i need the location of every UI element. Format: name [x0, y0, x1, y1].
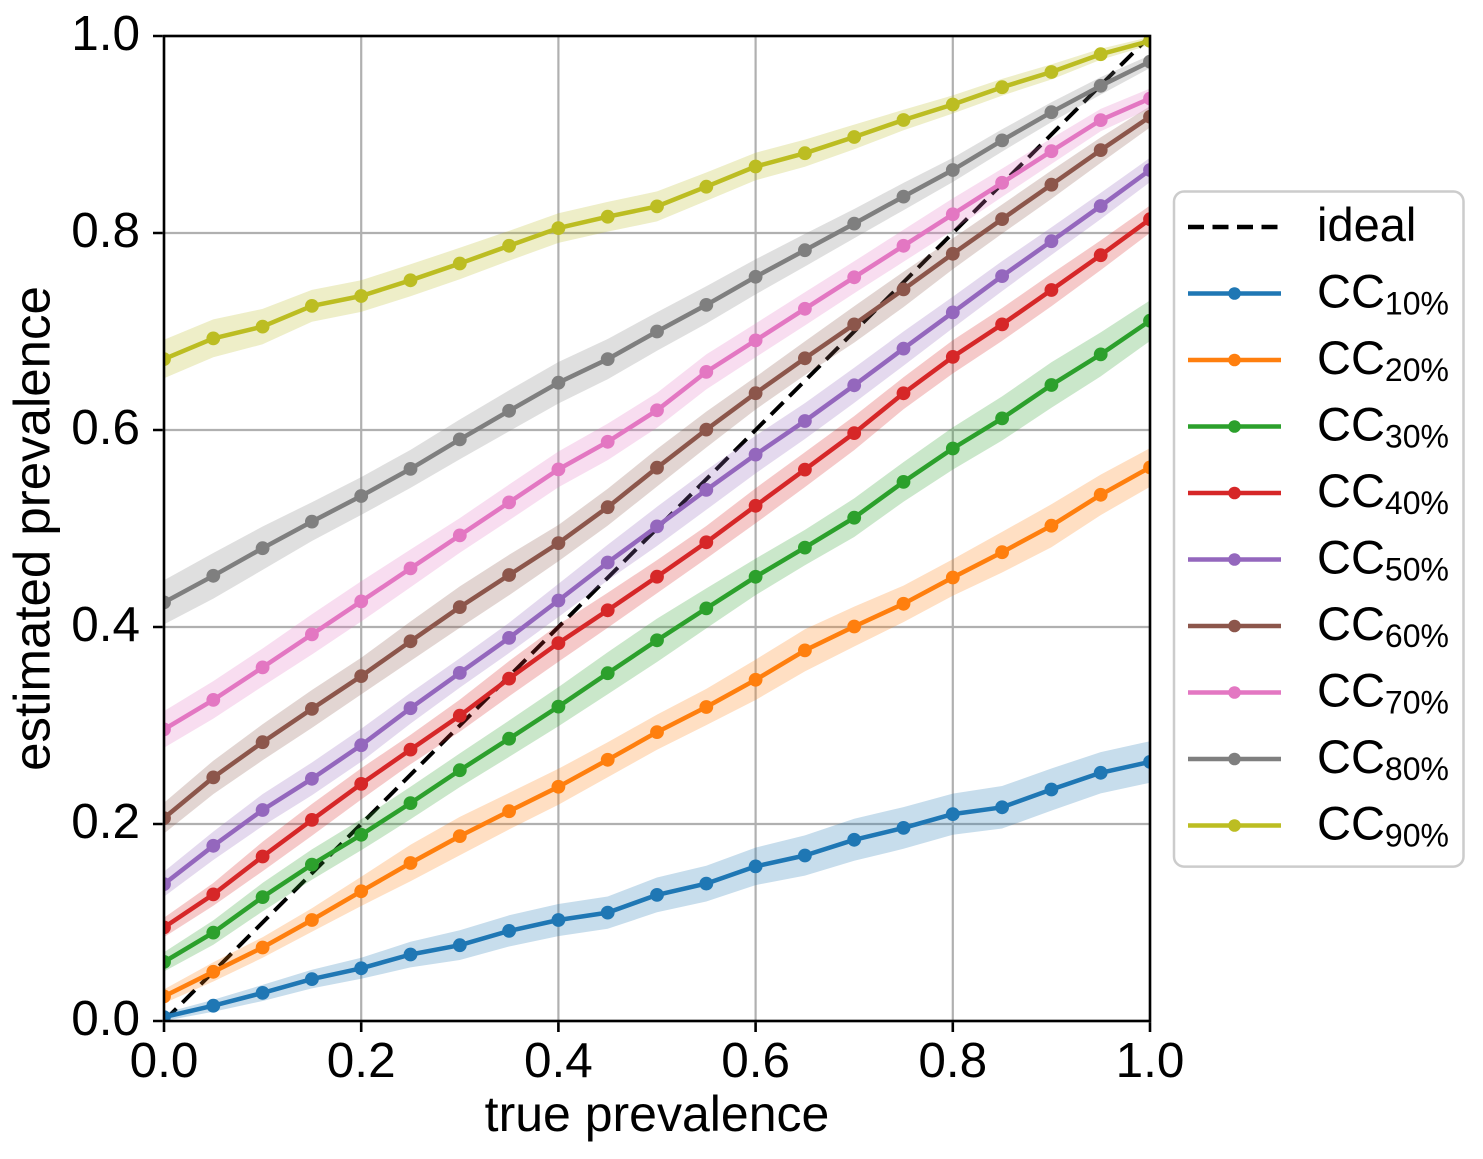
svg-text:CC60%: CC60%: [1317, 597, 1449, 654]
svg-text:0.0: 0.0: [130, 1033, 199, 1088]
svg-text:0.6: 0.6: [721, 1033, 790, 1088]
svg-text:CC80%: CC80%: [1317, 730, 1449, 787]
svg-text:ideal: ideal: [1317, 198, 1416, 251]
svg-text:1.0: 1.0: [1116, 1033, 1185, 1088]
svg-text:CC30%: CC30%: [1317, 398, 1449, 455]
svg-text:0.0: 0.0: [71, 991, 140, 1046]
svg-text:1.0: 1.0: [71, 6, 140, 61]
svg-text:0.8: 0.8: [71, 203, 140, 258]
svg-text:0.4: 0.4: [524, 1033, 593, 1088]
svg-text:0.4: 0.4: [71, 597, 140, 652]
svg-text:0.8: 0.8: [918, 1033, 987, 1088]
svg-text:0.6: 0.6: [71, 400, 140, 455]
svg-text:estimated prevalence: estimated prevalence: [4, 286, 61, 771]
svg-text:true prevalence: true prevalence: [485, 1086, 830, 1142]
svg-text:0.2: 0.2: [71, 794, 140, 849]
svg-text:0.2: 0.2: [327, 1033, 396, 1088]
svg-text:CC50%: CC50%: [1317, 531, 1449, 588]
